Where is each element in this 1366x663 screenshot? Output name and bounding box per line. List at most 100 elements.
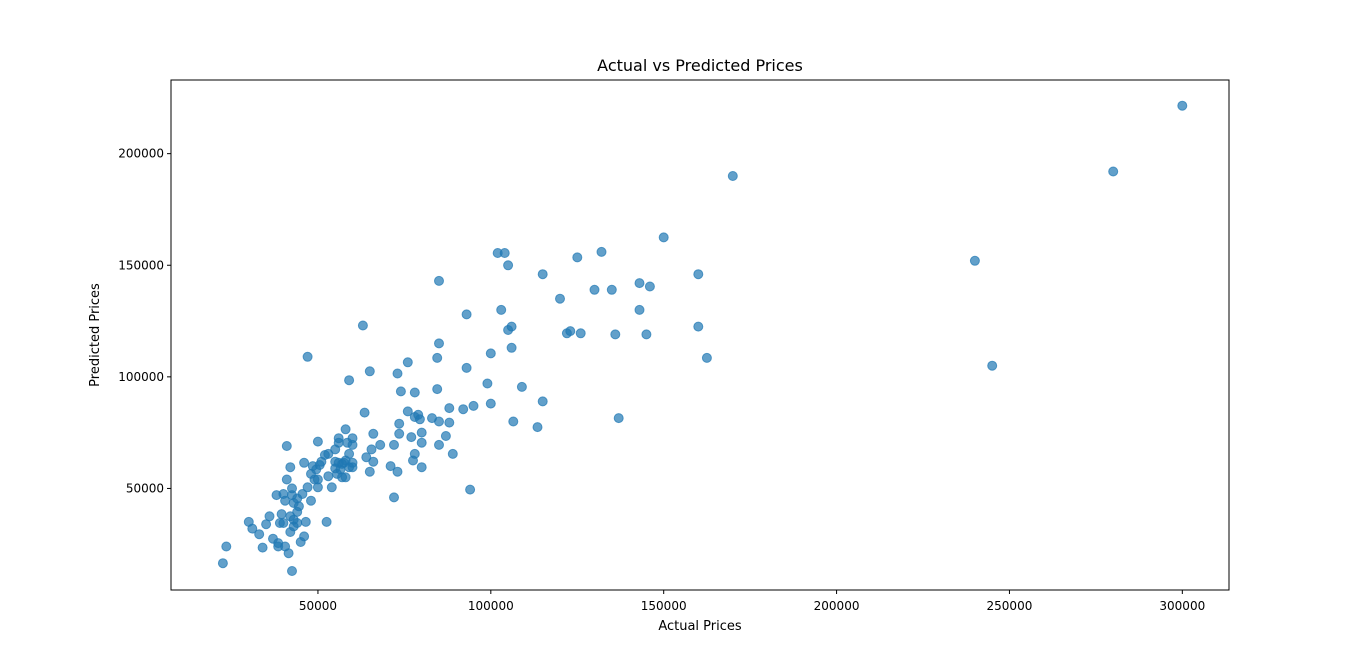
data-point-106 <box>416 427 427 438</box>
x-axis-ticks: 50000 100000 150000 200000 250000 300000 <box>299 590 1205 613</box>
data-point-104 <box>416 462 427 473</box>
data-point-94 <box>395 386 406 397</box>
data-point-40 <box>302 351 313 362</box>
data-point-90 <box>392 368 403 379</box>
data-point-149 <box>634 304 645 315</box>
data-point-73 <box>344 375 355 386</box>
data-point-124 <box>485 398 496 409</box>
data-point-103 <box>414 414 425 425</box>
data-point-75 <box>347 462 358 473</box>
data-point-120 <box>461 309 472 320</box>
data-point-36 <box>299 531 310 542</box>
data-point-148 <box>634 278 645 289</box>
data-point-151 <box>644 281 655 292</box>
data-point-112 <box>434 416 444 427</box>
data-point-134 <box>516 381 527 392</box>
data-point-127 <box>496 304 507 315</box>
data-point-41 <box>306 495 316 506</box>
data-point-25 <box>287 483 297 494</box>
data-point-92 <box>394 428 405 439</box>
data-point-108 <box>432 352 443 363</box>
y-tick-label: 100000 <box>118 370 164 384</box>
data-point-53 <box>323 471 334 482</box>
data-point-68 <box>340 424 351 435</box>
data-point-85 <box>368 428 379 439</box>
data-point-143 <box>589 284 600 295</box>
data-point-86 <box>375 439 386 450</box>
data-points <box>217 100 1188 576</box>
data-point-155 <box>701 352 712 363</box>
data-point-138 <box>555 293 565 304</box>
x-tick-label: 100000 <box>468 599 514 613</box>
data-point-21 <box>285 462 296 473</box>
y-tick-label: 50000 <box>126 481 164 495</box>
data-point-91 <box>392 466 403 477</box>
data-point-96 <box>402 406 413 417</box>
data-point-119 <box>461 362 472 373</box>
data-point-157 <box>969 255 980 266</box>
data-point-89 <box>389 492 399 503</box>
data-point-48 <box>312 482 323 493</box>
data-point-129 <box>503 260 514 271</box>
data-point-101 <box>409 387 420 398</box>
data-point-52 <box>321 516 332 527</box>
data-point-133 <box>508 416 519 427</box>
data-point-15 <box>278 518 289 528</box>
data-point-4 <box>254 529 265 540</box>
data-point-118 <box>458 404 469 415</box>
data-point-114 <box>440 431 451 441</box>
x-tick-label: 200000 <box>814 599 860 613</box>
data-point-69 <box>340 472 351 483</box>
data-point-80 <box>361 452 372 463</box>
data-point-122 <box>468 400 479 411</box>
data-point-84 <box>368 456 379 467</box>
plot-area <box>170 79 1230 591</box>
data-point-152 <box>658 232 669 243</box>
data-point-142 <box>575 328 586 339</box>
data-point-115 <box>444 417 455 428</box>
data-point-39 <box>302 482 313 493</box>
y-tick-label: 200000 <box>118 147 164 161</box>
data-point-159 <box>1108 166 1119 177</box>
data-point-132 <box>506 342 517 353</box>
data-point-37 <box>299 457 310 468</box>
data-point-72 <box>344 448 355 459</box>
data-point-46 <box>312 436 323 447</box>
data-point-19 <box>281 474 292 485</box>
x-tick-label: 150000 <box>641 599 687 613</box>
data-point-3 <box>247 523 258 534</box>
data-point-95 <box>402 357 413 368</box>
data-point-55 <box>326 482 337 493</box>
data-point-144 <box>596 246 607 257</box>
chart-title: Actual vs Predicted Prices <box>597 56 803 75</box>
data-point-135 <box>532 422 543 433</box>
data-point-1 <box>221 541 232 552</box>
data-point-131 <box>506 321 517 332</box>
data-point-97 <box>406 432 417 443</box>
data-point-30 <box>292 518 303 528</box>
data-point-150 <box>641 329 652 340</box>
data-point-26 <box>287 566 297 576</box>
y-tick-label: 150000 <box>118 258 164 272</box>
x-tick-label: 50000 <box>299 599 337 613</box>
data-point-113 <box>434 275 444 286</box>
data-point-121 <box>465 484 476 495</box>
data-point-145 <box>606 284 617 295</box>
data-point-7 <box>264 511 275 522</box>
data-point-54 <box>323 448 334 459</box>
x-tick-label: 300000 <box>1159 599 1205 613</box>
data-point-110 <box>434 439 444 450</box>
data-point-105 <box>416 437 427 448</box>
data-point-154 <box>693 321 704 332</box>
data-point-18 <box>281 441 292 451</box>
data-point-137 <box>537 396 548 407</box>
data-point-38 <box>300 516 311 527</box>
data-point-128 <box>499 248 510 258</box>
data-point-77 <box>347 439 358 450</box>
data-point-147 <box>613 413 624 424</box>
y-axis-label: Predicted Prices <box>88 283 103 387</box>
data-point-82 <box>364 466 375 477</box>
data-point-158 <box>987 360 998 371</box>
data-point-5 <box>257 542 268 553</box>
